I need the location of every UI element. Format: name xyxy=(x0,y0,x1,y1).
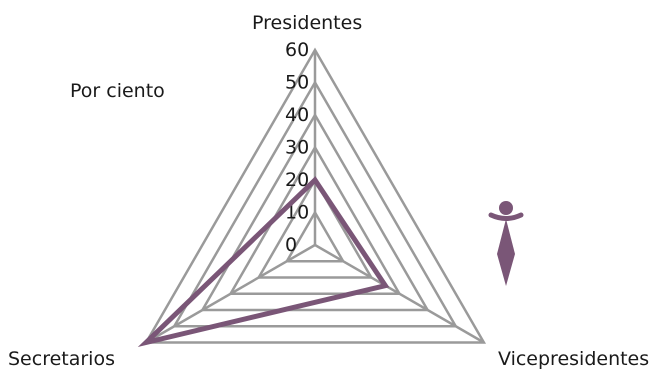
grid-ring-60 xyxy=(143,47,487,344)
tick-label-20: 20 xyxy=(285,169,309,191)
tick-label-40: 40 xyxy=(285,104,309,126)
tick-label-30: 30 xyxy=(285,137,309,159)
axis-spoke-1 xyxy=(314,243,485,344)
female-symbol-icon xyxy=(488,201,524,286)
series-line-0 xyxy=(137,176,390,348)
grid-ring-50 xyxy=(172,79,458,328)
tick-label-10: 10 xyxy=(285,202,309,224)
grid-ring-20 xyxy=(256,177,374,279)
axis-label-secretarios: Secretarios xyxy=(8,348,115,370)
radar-grid xyxy=(143,47,487,344)
grid-ring-40 xyxy=(200,112,430,312)
radar-ticks: 0 10 20 30 40 50 60 xyxy=(285,39,309,256)
tick-label-60: 60 xyxy=(285,39,309,61)
grid-ring-10 xyxy=(284,209,346,263)
axis-label-presidentes: Presidentes xyxy=(252,12,363,34)
axis-label-vicepresidentes: Vicepresidentes xyxy=(498,348,650,370)
axis-spoke-2 xyxy=(145,243,316,344)
tick-label-0: 0 xyxy=(285,234,297,256)
tick-label-50: 50 xyxy=(285,72,309,94)
unit-label: Por ciento xyxy=(70,80,165,102)
radar-series xyxy=(137,176,390,348)
